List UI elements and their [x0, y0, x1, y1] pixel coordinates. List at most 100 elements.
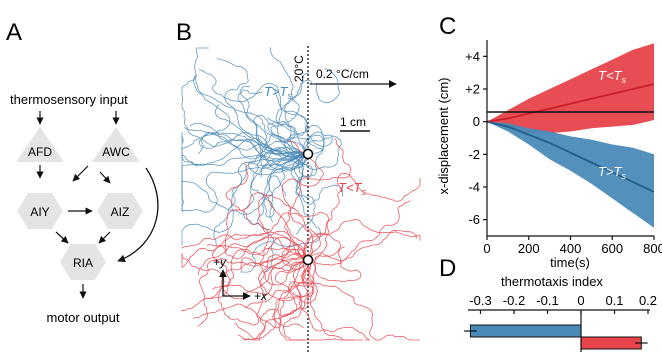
c-x-ticks: 0 200 400 600 800 — [483, 236, 662, 256]
trajectory-path — [267, 123, 342, 171]
trajectory-path — [181, 133, 309, 198]
d-bar-0 — [469, 324, 582, 338]
c-x-tick-label: 400 — [560, 241, 582, 256]
aiz-label: AIZ — [111, 205, 130, 219]
cold-label: T<Ts — [338, 180, 366, 197]
trajectory-path — [269, 47, 309, 155]
aiy-to-ria-arrow — [55, 231, 69, 244]
trajectory-path — [307, 230, 417, 262]
displacement-chart: +4 +2 0 -2 -4 -6 0 200 400 600 800 x-displacement… — [436, 40, 662, 270]
awc-to-ria-arrow — [117, 167, 159, 263]
trajectory-path — [224, 192, 309, 261]
trajectory-path — [307, 172, 421, 261]
c-cold-series-label: T<Ts — [598, 68, 626, 85]
d-bar-1 — [580, 336, 642, 350]
input-label: thermosensory input — [10, 92, 128, 107]
c-x-tick-label: 200 — [518, 241, 540, 256]
aiy-neuron — [17, 193, 63, 229]
trajectory-path — [181, 212, 321, 261]
trajectory-path — [181, 253, 309, 300]
c-y-axis-label: x-displacement (cm) — [436, 77, 451, 194]
y-axis-label: +y — [213, 255, 227, 269]
d-x-tick-label: 0.1 — [605, 293, 623, 308]
ria-label: RIA — [73, 256, 93, 270]
trajectory-path — [217, 244, 309, 318]
d-bars — [464, 324, 648, 350]
mean-line-0 — [486, 83, 655, 123]
trajectory-path — [258, 194, 329, 261]
c-y-tick-label: +2 — [465, 82, 480, 97]
awc-label: AWC — [102, 145, 130, 159]
trajectory-path — [206, 258, 308, 299]
c-y-tick-label: +4 — [465, 49, 480, 64]
trajectory-path — [181, 237, 308, 312]
trajectory-path — [257, 252, 310, 302]
trajectory-path — [181, 153, 309, 215]
awc-neuron — [92, 127, 140, 162]
aiz-to-ria-arrow — [98, 231, 111, 244]
trajectory-path — [307, 246, 362, 283]
trajectory-path — [275, 68, 340, 155]
trajectory-path — [262, 153, 309, 218]
trajectory-path — [240, 257, 309, 272]
band-0 — [487, 43, 654, 134]
c-y-tick-label: -2 — [468, 147, 480, 162]
d-x-tick-label: 0 — [577, 293, 584, 308]
trajectory-path — [253, 110, 309, 172]
trajectory-path — [293, 134, 325, 235]
c-y-ticks: +4 +2 0 -2 -4 -6 — [465, 49, 487, 227]
trajectory-path — [284, 138, 352, 261]
warm-trajectories — [181, 47, 344, 273]
trajectory-path — [198, 69, 309, 155]
afd-neuron — [16, 127, 64, 162]
d-x-ticks: -0.3 -0.2 -0.1 0 0.1 0.2 — [469, 293, 657, 314]
trajectory-path — [292, 259, 371, 341]
c-y-tick-label: 0 — [473, 114, 480, 129]
x-axis-label: +x — [254, 289, 268, 303]
trajectory-path — [181, 75, 309, 160]
cold-start-marker — [302, 254, 314, 266]
trajectory-path — [307, 200, 411, 266]
trajectory-path — [237, 259, 311, 341]
d-x-tick-label: 0.2 — [639, 293, 657, 308]
afd-label: AFD — [28, 145, 52, 159]
trajectory-path — [265, 153, 309, 223]
c-y-tick-label: -4 — [468, 180, 480, 195]
trajectory-panel: 20°C 0.2 °C/cm 1 cm T>Ts T<Ts +y +x — [181, 46, 421, 354]
panel-letter-d: D — [439, 255, 456, 282]
mean-lines — [486, 83, 655, 193]
trajectory-path — [194, 47, 309, 155]
circuit-diagram: thermosensory input AFD AWC AIY AIZ RIA … — [10, 92, 159, 325]
trajectory-path — [240, 153, 322, 273]
trajectory-path — [181, 153, 309, 213]
trajectory-path — [296, 131, 344, 205]
aiz-neuron — [97, 193, 143, 229]
trajectory-path — [193, 76, 309, 160]
d-title: thermotaxis index — [501, 274, 603, 289]
warm-label: T>Ts — [264, 84, 292, 101]
output-label: motor output — [47, 310, 120, 325]
trajectory-path — [234, 259, 309, 340]
c-warm-series-label: T>Ts — [598, 164, 626, 181]
trajectory-path — [302, 219, 421, 261]
c-x-tick-label: 0 — [483, 241, 490, 256]
d-x-tick-label: -0.2 — [503, 293, 525, 308]
trajectory-path — [237, 89, 309, 158]
c-x-tick-label: 800 — [643, 241, 662, 256]
scale-label: 1 cm — [340, 115, 366, 129]
c-y-tick-label: -6 — [468, 212, 480, 227]
ria-neuron — [60, 244, 106, 280]
trajectory-path — [197, 132, 309, 163]
thermotaxis-index-chart: thermotaxis index -0.3 -0.2 -0.1 0 0.1 0.2 — [464, 274, 657, 352]
trajectory-path — [269, 85, 333, 155]
c-x-axis-label: time(s) — [550, 255, 590, 270]
cold-trajectories — [181, 138, 421, 341]
awc-to-aiz-arrow — [99, 171, 111, 184]
trajectory-path — [251, 152, 309, 225]
panel-letter-b: B — [176, 19, 192, 46]
trajectory-path — [282, 259, 315, 341]
trajectory-path — [184, 127, 309, 155]
d-x-tick-label: -0.1 — [536, 293, 558, 308]
c-x-tick-label: 600 — [601, 241, 623, 256]
